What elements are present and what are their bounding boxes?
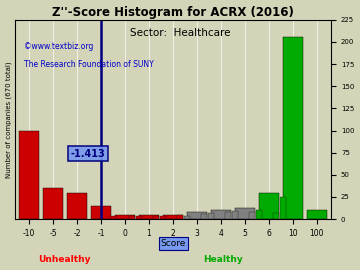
Bar [225, 212, 231, 219]
Text: ©www.textbiz.org: ©www.textbiz.org [24, 42, 94, 51]
Bar [208, 213, 214, 219]
Bar [307, 210, 327, 219]
Bar [273, 213, 279, 219]
Bar [211, 210, 231, 219]
Bar [139, 215, 159, 219]
Text: Sector:  Healthcare: Sector: Healthcare [130, 28, 230, 38]
Text: Healthy: Healthy [203, 255, 243, 264]
Bar [187, 212, 207, 219]
Text: Unhealthy: Unhealthy [39, 255, 91, 264]
Bar [177, 215, 183, 219]
Bar [110, 215, 116, 219]
X-axis label: Score: Score [160, 239, 186, 248]
Bar [201, 214, 207, 219]
Bar [115, 215, 135, 219]
Bar [249, 212, 255, 219]
Title: Z''-Score Histogram for ACRX (2016): Z''-Score Histogram for ACRX (2016) [52, 6, 294, 19]
Bar [259, 193, 279, 219]
Bar [19, 130, 39, 219]
Bar [283, 38, 303, 219]
Bar [280, 197, 286, 219]
Bar [232, 211, 238, 219]
Bar [91, 206, 111, 219]
Bar [256, 210, 262, 219]
Bar [136, 215, 143, 219]
Bar [153, 215, 159, 219]
Bar [163, 215, 183, 219]
Bar [235, 208, 255, 219]
Text: -1.413: -1.413 [71, 149, 105, 159]
Bar [67, 193, 87, 219]
Bar [129, 217, 135, 219]
Bar [184, 215, 190, 219]
Bar [43, 188, 63, 219]
Bar [161, 217, 166, 219]
Y-axis label: Number of companies (670 total): Number of companies (670 total) [5, 61, 12, 178]
Text: The Research Foundation of SUNY: The Research Foundation of SUNY [24, 60, 154, 69]
